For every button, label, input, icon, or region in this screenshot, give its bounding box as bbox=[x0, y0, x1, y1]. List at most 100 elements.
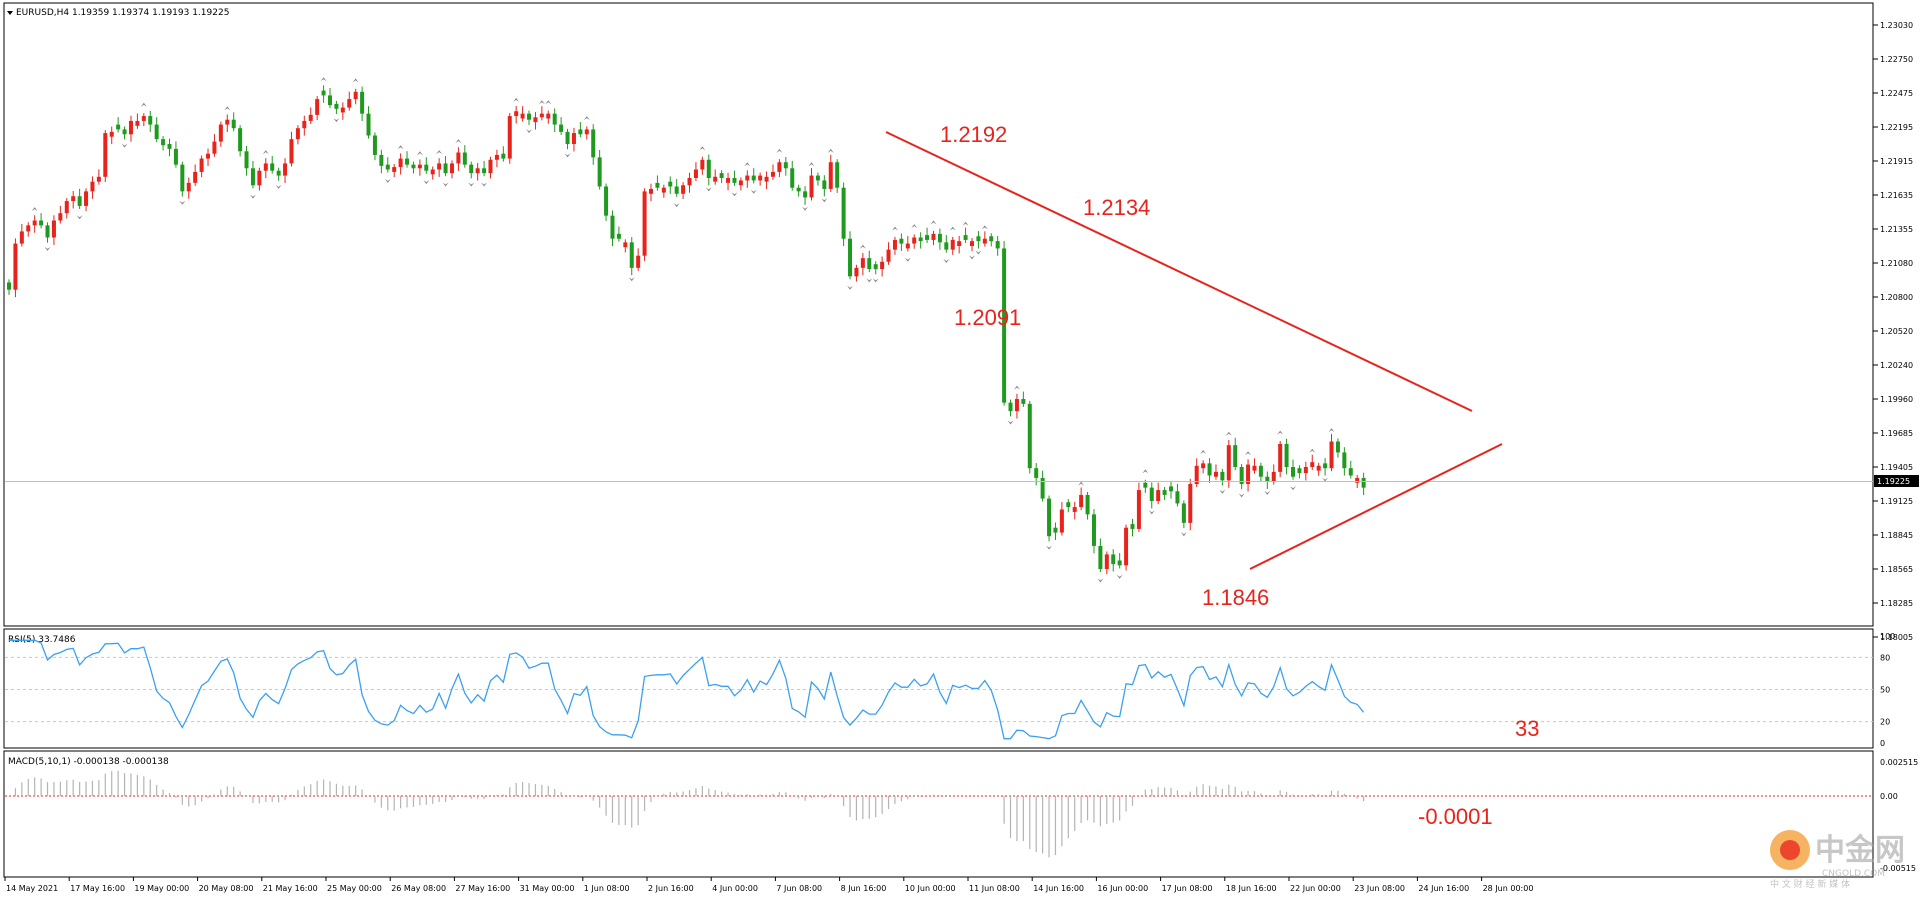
fractal-up-marker bbox=[1078, 481, 1085, 486]
candle-body bbox=[289, 139, 294, 164]
fractal-down-marker bbox=[275, 184, 282, 189]
candle-body bbox=[803, 191, 808, 198]
macd-label: MACD(5,10,1) -0.000138 -0.000138 bbox=[8, 757, 169, 767]
fractal-down-marker bbox=[1180, 532, 1187, 537]
time-tick-label: 2 Jun 16:00 bbox=[648, 884, 694, 893]
candle-body bbox=[527, 113, 532, 120]
candle-body bbox=[655, 182, 660, 188]
candle-body bbox=[815, 175, 820, 181]
time-tick-label: 17 May 16:00 bbox=[70, 884, 125, 893]
current-price-value: 1.19225 bbox=[1877, 477, 1910, 486]
time-tick-label: 20 May 08:00 bbox=[199, 884, 254, 893]
candle-body bbox=[1098, 545, 1103, 569]
price-tick-label: 1.18845 bbox=[1880, 531, 1913, 540]
candle-body bbox=[616, 233, 621, 239]
fractal-down-marker bbox=[1007, 420, 1014, 425]
fractal-down-marker bbox=[481, 182, 488, 187]
time-tick-label: 8 Jun 16:00 bbox=[841, 884, 887, 893]
candle-body bbox=[1130, 524, 1135, 529]
chart-menu-triangle-icon[interactable] bbox=[7, 11, 13, 15]
descending-trendline bbox=[885, 131, 1473, 412]
time-tick-label: 1 Jun 08:00 bbox=[584, 884, 630, 893]
candle-body bbox=[1156, 490, 1161, 501]
fractal-down-marker bbox=[975, 250, 982, 255]
price-tick-label: 1.21355 bbox=[1880, 225, 1913, 234]
candle-body bbox=[783, 162, 788, 169]
candle-body bbox=[751, 175, 756, 181]
candle-body bbox=[270, 163, 275, 171]
fractal-down-marker bbox=[943, 259, 950, 263]
candle-body bbox=[161, 139, 166, 146]
fractal-up-marker bbox=[1200, 450, 1207, 454]
candle-body bbox=[584, 129, 589, 135]
candle-body bbox=[719, 173, 724, 178]
candle-body bbox=[1329, 441, 1334, 469]
candle-body bbox=[186, 182, 191, 192]
candle-body bbox=[1246, 464, 1251, 484]
fractal-up-marker bbox=[416, 151, 423, 156]
candle-body bbox=[321, 90, 326, 96]
candle-body bbox=[629, 242, 634, 268]
candle-body bbox=[109, 131, 114, 137]
candle-body bbox=[1091, 514, 1096, 546]
candle-body bbox=[1104, 554, 1109, 569]
time-tick-label: 7 Jun 08:00 bbox=[776, 884, 822, 893]
price-tick-label: 1.18005 bbox=[1880, 633, 1913, 642]
annotation-high-1: 1.2192 bbox=[940, 122, 1007, 147]
candle-body bbox=[360, 91, 365, 114]
fractal-down-marker bbox=[1219, 489, 1226, 494]
fractal-down-marker bbox=[705, 187, 712, 192]
candle-body bbox=[334, 103, 339, 109]
candle-body bbox=[1162, 490, 1167, 495]
candle-body bbox=[482, 168, 487, 174]
candle-body bbox=[552, 113, 557, 125]
candle-body bbox=[283, 163, 288, 176]
current-price-tag bbox=[1874, 475, 1919, 487]
candle-body bbox=[835, 162, 840, 188]
time-tick-label: 19 May 00:00 bbox=[134, 884, 189, 893]
fractal-up-marker bbox=[827, 148, 834, 153]
candle-body bbox=[1136, 490, 1141, 529]
candle-body bbox=[822, 180, 827, 189]
candle-body bbox=[39, 220, 44, 226]
candle-body bbox=[1252, 465, 1257, 471]
candle-body bbox=[122, 129, 127, 135]
candle-body bbox=[173, 148, 178, 165]
candle-body bbox=[1239, 467, 1244, 484]
fractal-down-marker bbox=[1046, 545, 1053, 550]
fractal-up-marker bbox=[352, 78, 359, 83]
fractal-down-marker bbox=[526, 129, 533, 134]
candle-body bbox=[1355, 477, 1360, 483]
candle-body bbox=[340, 107, 345, 113]
time-tick-label: 14 May 2021 bbox=[6, 884, 58, 893]
rsi-annotation: 33 bbox=[1515, 716, 1539, 741]
candle-body bbox=[976, 236, 981, 242]
candle-body bbox=[417, 164, 422, 169]
fractal-up-marker bbox=[397, 145, 404, 150]
candle-body bbox=[430, 169, 435, 175]
candle-body bbox=[533, 117, 538, 123]
candle-body bbox=[494, 154, 499, 160]
candle-body bbox=[1207, 463, 1212, 476]
price-tick-label: 1.18565 bbox=[1880, 565, 1913, 574]
fractal-down-marker bbox=[904, 257, 911, 262]
candle-body bbox=[1361, 477, 1366, 488]
candle-body bbox=[372, 135, 377, 155]
fractal-up-marker bbox=[949, 226, 956, 231]
macd-tick-label: 0.00 bbox=[1880, 792, 1898, 801]
candle-body bbox=[790, 168, 795, 188]
candle-body bbox=[1297, 468, 1302, 474]
time-tick-label: 22 Jun 00:00 bbox=[1290, 884, 1341, 893]
candle-body bbox=[758, 175, 763, 181]
candle-body bbox=[90, 181, 95, 192]
macd-tick-label: -0.00515 bbox=[1880, 864, 1916, 873]
candle-body bbox=[1226, 445, 1231, 481]
candle-body bbox=[989, 236, 994, 242]
candle-body bbox=[437, 163, 442, 170]
candle-body bbox=[649, 188, 653, 194]
candle-body bbox=[1149, 487, 1154, 501]
candle-body bbox=[315, 99, 320, 115]
price-tick-label: 1.22195 bbox=[1880, 123, 1913, 132]
fractal-down-marker bbox=[333, 118, 340, 123]
candle-body bbox=[366, 113, 371, 136]
